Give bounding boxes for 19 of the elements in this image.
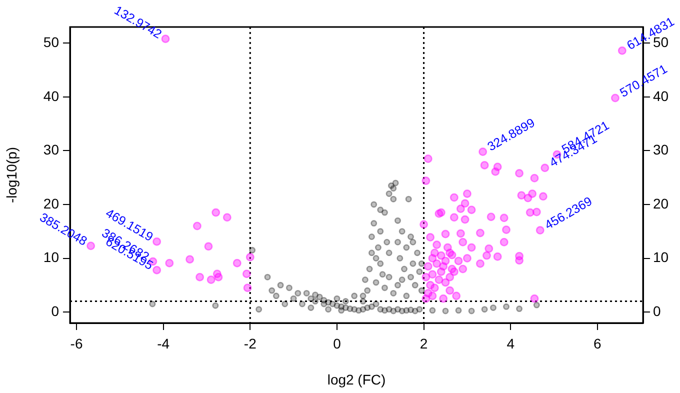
x-axis-title: log2 (FC) [327,371,386,388]
y2-tick-label: 20 [653,195,669,212]
x-tick-label: -2 [244,335,257,352]
y-tick-label: 0 [51,302,60,319]
y-tick-label: 10 [43,249,60,266]
y2-tick-label: 30 [653,142,669,158]
x-tick-label: 0 [333,335,342,352]
y-tick-label: 30 [43,142,60,158]
x-tick-label: 2 [420,335,428,352]
y-tick-label: 40 [43,88,60,104]
x-tick-label: -4 [157,335,170,352]
x-tick-label: 4 [506,335,515,352]
x-tick-label: 6 [594,335,602,352]
x-tick-label: -6 [70,335,83,352]
y-tick-label: 20 [43,195,60,212]
y-axis-title: -log10(p) [3,146,20,204]
y2-tick-label: 0 [653,302,661,319]
y-tick-label: 50 [43,34,60,50]
y2-tick-label: 10 [653,249,669,266]
